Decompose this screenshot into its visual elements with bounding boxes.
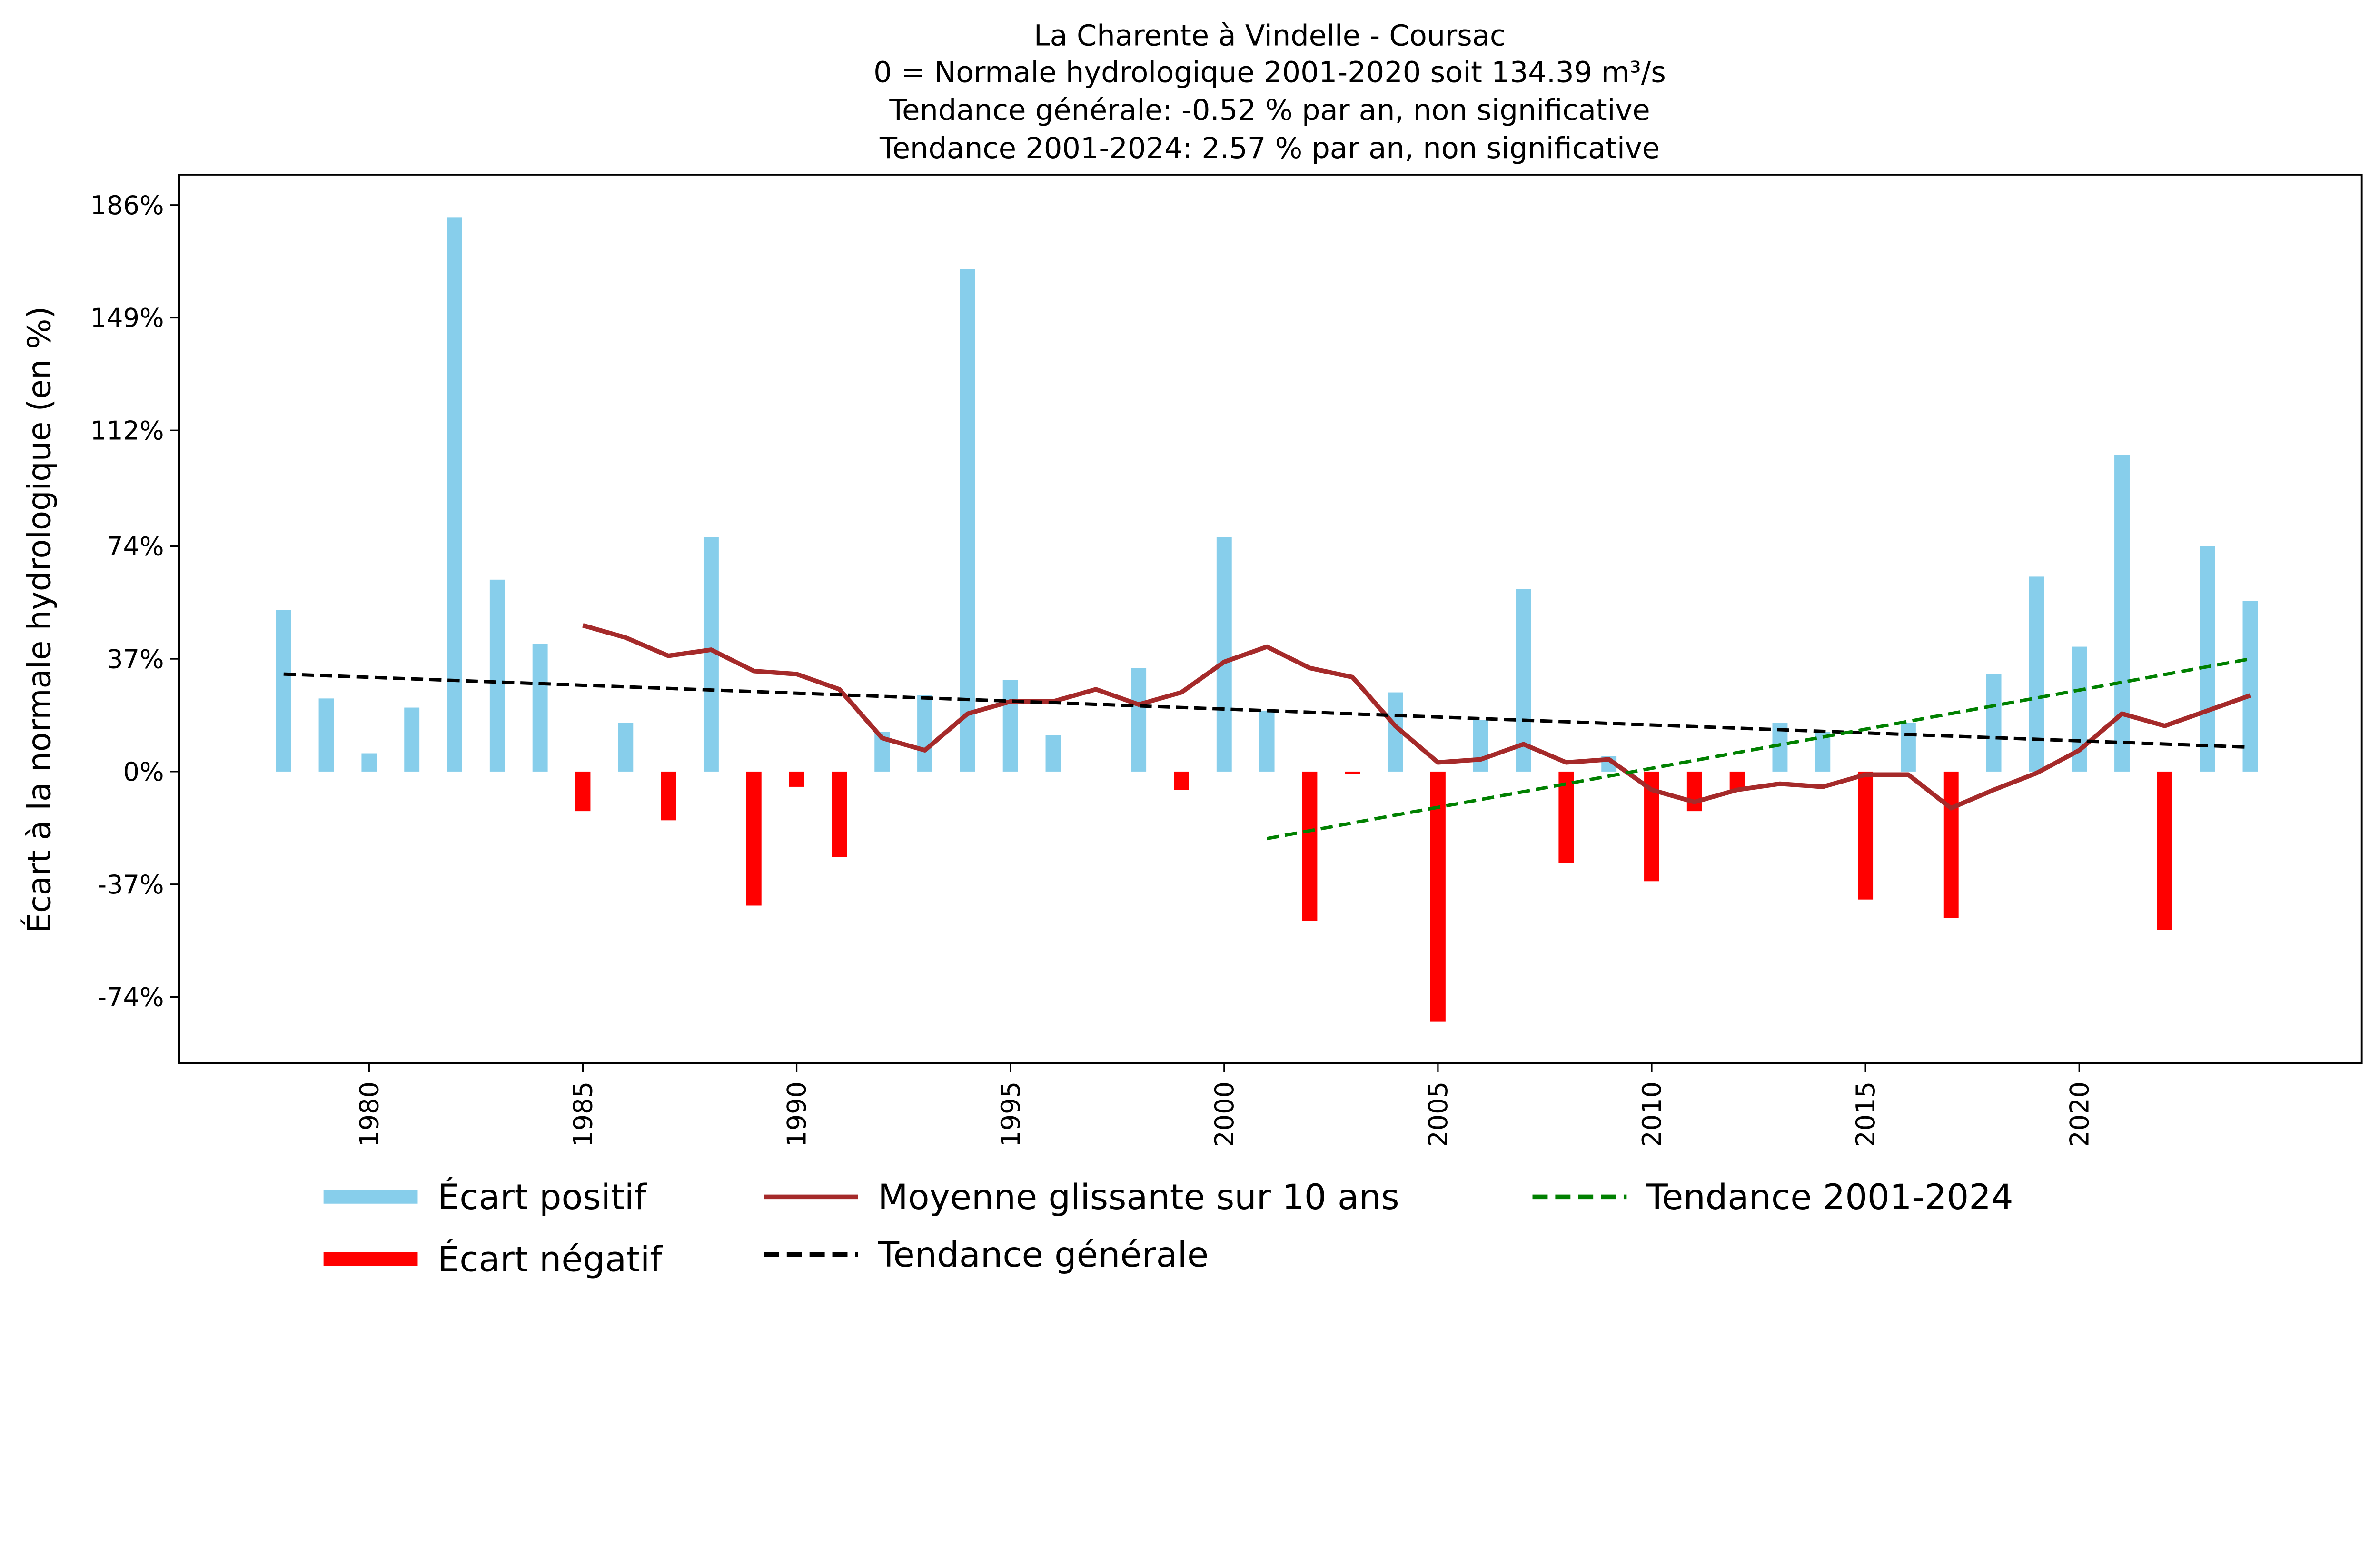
legend-label: Tendance 2001-2024 [1646, 1177, 2013, 1218]
negative-bar [1430, 771, 1446, 1022]
negative-bar [661, 771, 676, 821]
positive-bar [1131, 668, 1147, 772]
y-tick-label: 74% [107, 532, 164, 562]
plot-area: 186% 149% 112% 74% 37% 0% -37% -74% 1980 1985 1990… [90, 174, 2363, 1147]
positive-bar [318, 698, 334, 772]
y-axis-label: Écart à la normale hydrologique (en %) [20, 306, 58, 933]
y-tick-label: 149% [90, 303, 164, 333]
positive-bar [2029, 576, 2044, 772]
positive-bar [1216, 537, 1232, 772]
negative-bar [2157, 771, 2172, 930]
title-line-4: Tendance 2001-2024: 2.57 % par an, non s… [879, 132, 1660, 165]
legend: Écart positif Écart négatif Moyenne glissa… [323, 1177, 2013, 1280]
y-tick-label: -74% [97, 982, 164, 1012]
x-tick-label: 2005 [1423, 1081, 1453, 1147]
y-tick-label: 37% [107, 644, 164, 674]
positive-bar [404, 707, 420, 772]
chart: La Charente à Vindelle - Coursac 0 = Nor… [20, 20, 2363, 1280]
x-tick-label: 2020 [2064, 1081, 2094, 1147]
negative-bar [1345, 771, 1360, 774]
positive-bar [1516, 589, 1531, 772]
legend-label: Moyenne glissante sur 10 ans [878, 1177, 1399, 1218]
negative-bar [1858, 771, 1874, 900]
positive-bar [2114, 455, 2130, 772]
negative-bar [789, 771, 804, 787]
negative-bar [1729, 771, 1745, 790]
axes-frame [178, 174, 2363, 1064]
x-tick-label: 2010 [1637, 1081, 1667, 1147]
positive-bar [447, 217, 462, 772]
x-tick-label: 1995 [996, 1081, 1026, 1147]
positive-bar [2242, 601, 2258, 772]
positive-bar [618, 723, 634, 772]
positive-bar [361, 753, 377, 772]
y-tick-label: 0% [123, 757, 164, 787]
positive-bar [532, 644, 548, 772]
trend-recent-line [1266, 657, 2251, 841]
negative-bar [832, 771, 847, 857]
positive-bar [1045, 735, 1061, 772]
title-line-1: La Charente à Vindelle - Coursac [1034, 20, 1506, 53]
chart-title: La Charente à Vindelle - Coursac 0 = Nor… [873, 20, 1666, 165]
y-tick-label: -37% [97, 870, 164, 900]
x-tick-label: 2015 [1851, 1081, 1881, 1147]
positive-bar [960, 269, 975, 772]
negative-bar [575, 771, 591, 812]
title-line-3: Tendance générale: -0.52 % par an, non s… [889, 94, 1650, 127]
positive-bar [1473, 720, 1488, 772]
title-line-2: 0 = Normale hydrologique 2001-2020 soit … [873, 56, 1666, 89]
positive-bar [276, 610, 291, 772]
x-tick-label: 1980 [355, 1081, 385, 1147]
positive-bar [1259, 710, 1275, 772]
negative-bar [1943, 771, 1959, 918]
y-tick-label: 112% [90, 416, 164, 446]
negative-bar [1558, 771, 1574, 863]
positive-bar [1986, 674, 2002, 772]
negative-bar [1302, 771, 1318, 921]
positive-bar [917, 695, 932, 772]
positive-bar [1002, 680, 1018, 772]
positive-bar [489, 579, 505, 772]
legend-label: Tendance générale [877, 1235, 1209, 1275]
negative-bar [746, 771, 762, 906]
positive-bar [2200, 546, 2215, 772]
legend-label: Écart négatif [437, 1239, 663, 1280]
positive-bar [1900, 723, 1916, 772]
x-tick-label: 1985 [568, 1081, 598, 1147]
y-tick-label: 186% [90, 190, 164, 220]
negative-bar [1174, 771, 1189, 790]
legend-label: Écart positif [437, 1177, 647, 1218]
positive-bar [1815, 732, 1831, 772]
x-tick-label: 2000 [1210, 1081, 1240, 1147]
negative-bar [1686, 771, 1702, 812]
moving-average-line [582, 623, 2251, 811]
x-tick-label: 1990 [782, 1081, 812, 1147]
